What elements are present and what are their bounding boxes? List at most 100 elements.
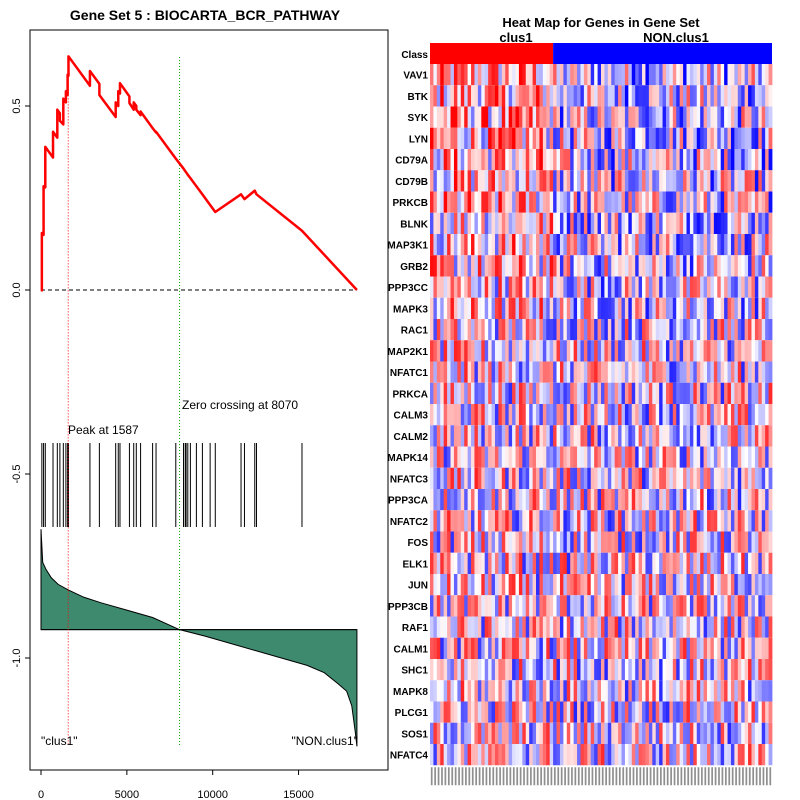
- heat-cell: [717, 659, 722, 681]
- heat-cell: [703, 127, 708, 149]
- heat-cell: [491, 637, 496, 659]
- heat-cell: [577, 64, 581, 86]
- heat-cell: [686, 467, 691, 489]
- heat-cell: [669, 467, 674, 489]
- heat-cell: [525, 361, 530, 383]
- heat-cell: [590, 297, 595, 319]
- heat-cell: [529, 616, 533, 638]
- heat-cell: [453, 212, 458, 234]
- heat-cell: [669, 680, 674, 702]
- heat-cell: [436, 106, 441, 128]
- heat-cell: [488, 531, 492, 553]
- heat-cell: [474, 722, 479, 744]
- heat-cell: [532, 637, 537, 659]
- heat-cell: [430, 149, 434, 171]
- heat-cell: [638, 297, 643, 319]
- heat-cell: [494, 340, 499, 362]
- heat-cell: [669, 340, 674, 362]
- heat-cell: [556, 85, 561, 107]
- sample-label: [530, 767, 532, 786]
- heat-cell: [693, 425, 698, 447]
- heat-cell: [741, 531, 746, 553]
- heat-cell: [665, 149, 670, 171]
- sample-label: [680, 767, 683, 786]
- heat-cell: [652, 64, 657, 86]
- heat-cell: [587, 637, 592, 659]
- heat-cell: [724, 616, 728, 638]
- heat-cell: [676, 467, 681, 489]
- heat-cell: [484, 212, 489, 234]
- heat-cell: [703, 659, 708, 681]
- heat-cell: [720, 191, 725, 213]
- heat-cell: [707, 467, 711, 489]
- heat-cell: [594, 722, 598, 744]
- heat-cell: [587, 170, 592, 192]
- heat-cell: [488, 637, 492, 659]
- heat-cell: [635, 659, 640, 681]
- heat-cell: [464, 106, 469, 128]
- sample-label: [752, 767, 755, 786]
- heat-cell: [580, 531, 585, 553]
- heat-cell: [546, 297, 551, 319]
- heat-cell: [566, 149, 571, 171]
- heat-cell: [717, 127, 722, 149]
- heat-cell: [430, 106, 434, 128]
- heat-cell: [525, 595, 530, 617]
- heat-cell: [730, 191, 735, 213]
- heat-cell: [580, 255, 585, 277]
- heat-cell: [529, 595, 533, 617]
- heat-cell: [631, 637, 636, 659]
- heat-cell: [765, 127, 769, 149]
- heat-cell: [594, 382, 598, 404]
- heat-cell: [700, 64, 704, 86]
- heat-cell: [440, 382, 445, 404]
- heat-cell: [601, 531, 605, 553]
- heat-cell: [679, 212, 684, 234]
- heat-cell: [696, 404, 701, 426]
- heat-cell: [577, 489, 581, 511]
- heat-cell: [727, 297, 732, 319]
- heat-cell: [484, 170, 489, 192]
- heat-cell: [611, 467, 616, 489]
- heat-cell: [474, 531, 479, 553]
- heat-cell: [553, 297, 557, 319]
- heat-cell: [642, 701, 646, 723]
- heat-cell: [542, 319, 547, 341]
- heat-cell: [447, 212, 451, 234]
- heat-cell: [621, 744, 626, 766]
- heat-cell: [607, 404, 612, 426]
- heat-cell: [450, 404, 455, 426]
- heat-cell: [477, 276, 482, 298]
- heat-cell: [628, 510, 633, 532]
- heat-cell: [761, 659, 766, 681]
- heat-cell: [597, 191, 602, 213]
- heat-cell: [529, 552, 533, 574]
- heat-cell: [604, 361, 609, 383]
- heat-cell: [453, 595, 458, 617]
- heat-cell: [618, 297, 622, 319]
- heat-cell: [614, 340, 619, 362]
- heat-cell: [525, 744, 530, 766]
- heat-cell: [553, 170, 557, 192]
- heat-cell: [648, 489, 653, 511]
- heat-cell: [467, 85, 472, 107]
- heat-cell: [477, 701, 482, 723]
- heat-cell: [696, 85, 701, 107]
- heat-cell: [436, 170, 441, 192]
- heat-cell: [522, 191, 527, 213]
- heat-cell: [532, 149, 537, 171]
- heat-cell: [536, 149, 540, 171]
- heat-cell: [477, 531, 482, 553]
- heat-cell: [614, 467, 619, 489]
- heat-cell: [601, 149, 605, 171]
- heat-cell: [713, 340, 718, 362]
- heat-cell: [453, 106, 458, 128]
- heat-cell: [556, 361, 561, 383]
- heat-cell: [618, 744, 622, 766]
- heat-cell: [450, 340, 455, 362]
- heat-cell: [532, 319, 537, 341]
- heat-cell: [542, 170, 547, 192]
- heat-cell: [645, 722, 650, 744]
- heat-cell: [494, 106, 499, 128]
- heat-cell: [700, 446, 704, 468]
